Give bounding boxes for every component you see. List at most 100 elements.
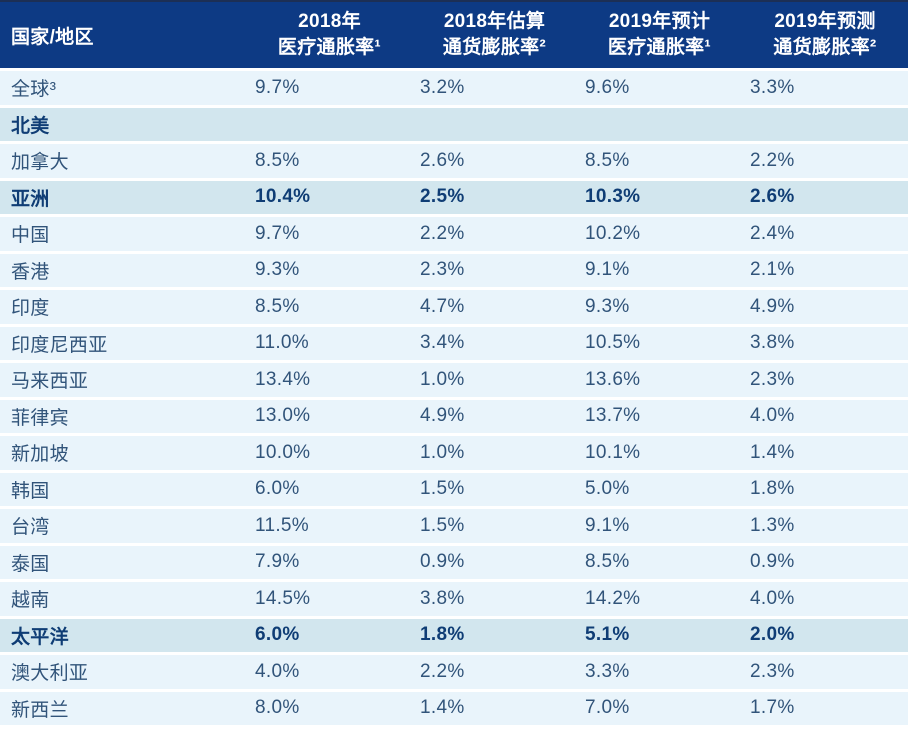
header-region-label: 国家/地区 bbox=[11, 26, 94, 48]
row-name-cell: 马来西亚 bbox=[11, 371, 89, 393]
row-name-cell: 香港 bbox=[11, 261, 50, 283]
table-row: 台湾 11.5% 1.5% 9.1% 1.3% bbox=[0, 509, 908, 543]
row-value-cell: 2.1% bbox=[750, 259, 795, 281]
header-cell-2019-medical: 2019年预计 医疗通胀率¹ bbox=[577, 2, 742, 68]
row-value-cell: 9.1% bbox=[585, 259, 630, 281]
row-value-cell: 4.7% bbox=[420, 295, 465, 317]
row-value-cell: 4.9% bbox=[420, 405, 465, 427]
table-row: 全球³ 9.7% 3.2% 9.6% 3.3% bbox=[0, 71, 908, 105]
row-value-cell: 4.9% bbox=[750, 295, 795, 317]
row-value-cell: 9.7% bbox=[255, 76, 300, 98]
row-value-cell: 3.3% bbox=[750, 76, 795, 98]
row-value-cell: 13.6% bbox=[585, 368, 641, 390]
row-value-cell: 0.9% bbox=[420, 551, 465, 573]
header-cell-region: 国家/地区 bbox=[0, 2, 247, 68]
row-value-cell: 6.0% bbox=[255, 624, 300, 646]
row-value-cell: 2.4% bbox=[750, 222, 795, 244]
row-value-cell: 8.5% bbox=[255, 149, 300, 171]
row-value-cell: 2.2% bbox=[420, 660, 465, 682]
row-value-cell: 1.0% bbox=[420, 368, 465, 390]
row-value-cell: 2.6% bbox=[750, 186, 795, 208]
row-name-cell: 太平洋 bbox=[11, 626, 69, 648]
row-value-cell: 7.0% bbox=[585, 697, 630, 719]
row-value-cell: 8.5% bbox=[255, 295, 300, 317]
table-row: 中国 9.7% 2.2% 10.2% 2.4% bbox=[0, 217, 908, 251]
row-name-cell: 印度尼西亚 bbox=[11, 334, 108, 356]
row-value-cell: 2.2% bbox=[420, 222, 465, 244]
row-value-cell: 2.5% bbox=[420, 186, 465, 208]
row-value-cell: 1.4% bbox=[750, 441, 795, 463]
header-row: 国家/地区 2018年 医疗通胀率¹ 2018年估算 通货膨胀率² 2019年预… bbox=[0, 0, 908, 68]
row-value-cell: 10.5% bbox=[585, 332, 641, 354]
row-value-cell: 9.1% bbox=[585, 514, 630, 536]
row-value-cell: 2.2% bbox=[750, 149, 795, 171]
row-value-cell: 3.8% bbox=[750, 332, 795, 354]
row-value-cell: 1.5% bbox=[420, 514, 465, 536]
row-value-cell: 5.1% bbox=[585, 624, 630, 646]
row-value-cell: 1.0% bbox=[420, 441, 465, 463]
table-row: 新西兰 8.0% 1.4% 7.0% 1.7% bbox=[0, 691, 908, 725]
row-value-cell: 4.0% bbox=[750, 587, 795, 609]
row-value-cell: 10.3% bbox=[585, 186, 641, 208]
row-value-cell: 3.8% bbox=[420, 587, 465, 609]
row-name-cell: 印度 bbox=[11, 298, 50, 320]
row-value-cell: 1.8% bbox=[420, 624, 465, 646]
table-row: 泰国 7.9% 0.9% 8.5% 0.9% bbox=[0, 545, 908, 579]
row-value-cell: 10.2% bbox=[585, 222, 641, 244]
table-row: 菲律宾 13.0% 4.9% 13.7% 4.0% bbox=[0, 399, 908, 433]
row-value-cell: 9.3% bbox=[255, 259, 300, 281]
row-name-cell: 北美 bbox=[11, 115, 50, 137]
row-name-cell: 新加坡 bbox=[11, 444, 69, 466]
row-name-cell: 中国 bbox=[11, 225, 50, 247]
row-value-cell: 2.3% bbox=[750, 660, 795, 682]
table-row: 马来西亚 13.4% 1.0% 13.6% 2.3% bbox=[0, 363, 908, 397]
table-row: 太平洋 6.0% 1.8% 5.1% 2.0% bbox=[0, 618, 908, 652]
row-value-cell: 13.0% bbox=[255, 405, 311, 427]
row-value-cell: 2.0% bbox=[750, 624, 795, 646]
table-body: 全球³ 9.7% 3.2% 9.6% 3.3% 北美 加拿大 8.5% 2.6% 8.5% 2.2%… bbox=[0, 71, 908, 725]
row-value-cell bbox=[577, 108, 742, 142]
table-row: 越南 14.5% 3.8% 14.2% 4.0% bbox=[0, 582, 908, 616]
row-value-cell: 11.5% bbox=[255, 514, 309, 536]
header-line: 医疗通胀率¹ bbox=[277, 37, 382, 58]
row-name-cell: 韩国 bbox=[11, 480, 50, 502]
row-value-cell: 13.4% bbox=[255, 368, 311, 390]
row-value-cell: 8.5% bbox=[585, 149, 630, 171]
row-name-cell: 菲律宾 bbox=[11, 407, 69, 429]
table-row: 韩国 6.0% 1.5% 5.0% 1.8% bbox=[0, 472, 908, 506]
row-name-cell: 新西兰 bbox=[11, 699, 69, 721]
row-name-cell: 全球³ bbox=[11, 79, 57, 101]
table-row: 香港 9.3% 2.3% 9.1% 2.1% bbox=[0, 253, 908, 287]
row-value-cell: 14.2% bbox=[585, 587, 641, 609]
row-value-cell bbox=[742, 108, 908, 142]
row-value-cell: 7.9% bbox=[255, 551, 300, 573]
row-value-cell: 1.3% bbox=[750, 514, 795, 536]
header-line: 医疗通胀率¹ bbox=[607, 37, 712, 58]
header-line: 通货膨胀率² bbox=[773, 37, 877, 58]
header-line: 2019年预测 bbox=[774, 11, 876, 32]
row-value-cell: 1.8% bbox=[750, 478, 795, 500]
header-line: 2018年 bbox=[298, 11, 361, 32]
header-line: 2018年估算 bbox=[443, 11, 546, 32]
row-value-cell: 2.6% bbox=[420, 149, 465, 171]
row-value-cell bbox=[247, 108, 412, 142]
table-row: 北美 bbox=[0, 107, 908, 142]
row-name-cell: 台湾 bbox=[11, 517, 50, 539]
row-name-cell: 泰国 bbox=[11, 553, 50, 575]
row-value-cell: 10.1% bbox=[585, 441, 641, 463]
row-value-cell: 3.3% bbox=[585, 660, 630, 682]
row-value-cell: 1.4% bbox=[420, 697, 465, 719]
row-value-cell: 9.6% bbox=[585, 76, 630, 98]
row-value-cell: 0.9% bbox=[750, 551, 795, 573]
row-value-cell: 9.7% bbox=[255, 222, 300, 244]
row-value-cell: 4.0% bbox=[750, 405, 795, 427]
row-value-cell: 14.5% bbox=[255, 587, 311, 609]
table-row: 印度 8.5% 4.7% 9.3% 4.9% bbox=[0, 290, 908, 324]
row-value-cell: 10.0% bbox=[255, 441, 311, 463]
table-row: 新加坡 10.0% 1.0% 10.1% 1.4% bbox=[0, 436, 908, 470]
row-value-cell: 3.2% bbox=[420, 76, 465, 98]
row-value-cell: 11.0% bbox=[255, 332, 309, 354]
header-cell-2018-general: 2018年估算 通货膨胀率² bbox=[412, 2, 577, 68]
